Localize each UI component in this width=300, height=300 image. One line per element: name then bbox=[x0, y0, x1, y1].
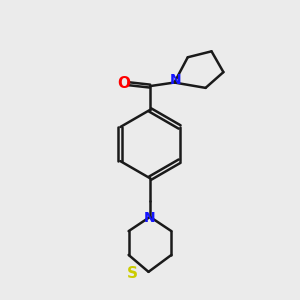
Text: N: N bbox=[170, 73, 182, 87]
Text: O: O bbox=[117, 76, 130, 91]
Text: N: N bbox=[144, 212, 156, 225]
Text: S: S bbox=[127, 266, 138, 281]
